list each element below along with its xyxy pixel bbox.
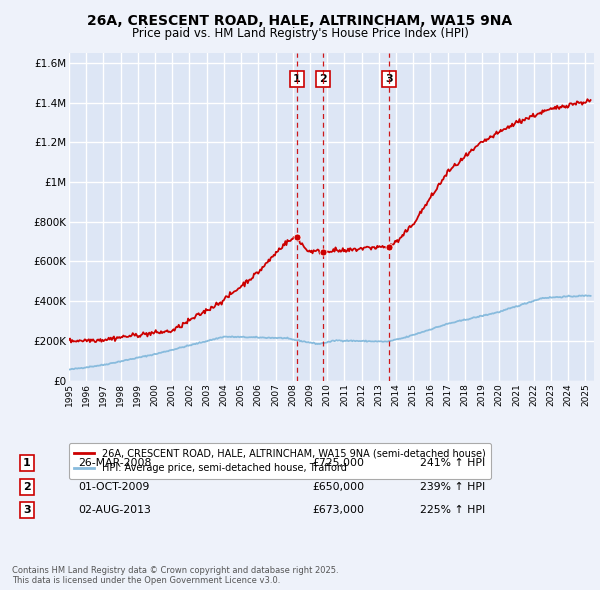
Legend: 26A, CRESCENT ROAD, HALE, ALTRINCHAM, WA15 9NA (semi-detached house), HPI: Avera: 26A, CRESCENT ROAD, HALE, ALTRINCHAM, WA… — [68, 442, 491, 479]
Text: 02-AUG-2013: 02-AUG-2013 — [78, 506, 151, 515]
Text: 241% ↑ HPI: 241% ↑ HPI — [420, 458, 485, 468]
Text: 1: 1 — [23, 458, 31, 468]
Text: 3: 3 — [385, 74, 392, 84]
Text: 239% ↑ HPI: 239% ↑ HPI — [420, 482, 485, 491]
Text: Contains HM Land Registry data © Crown copyright and database right 2025.
This d: Contains HM Land Registry data © Crown c… — [12, 566, 338, 585]
Text: £725,000: £725,000 — [312, 458, 364, 468]
Text: 2: 2 — [319, 74, 327, 84]
Text: 2: 2 — [23, 482, 31, 491]
Text: Price paid vs. HM Land Registry's House Price Index (HPI): Price paid vs. HM Land Registry's House … — [131, 27, 469, 40]
Text: £650,000: £650,000 — [312, 482, 364, 491]
Text: 26-MAR-2008: 26-MAR-2008 — [78, 458, 151, 468]
Text: 3: 3 — [23, 506, 31, 515]
Text: £673,000: £673,000 — [312, 506, 364, 515]
Text: 1: 1 — [293, 74, 301, 84]
Text: 225% ↑ HPI: 225% ↑ HPI — [420, 506, 485, 515]
Text: 26A, CRESCENT ROAD, HALE, ALTRINCHAM, WA15 9NA: 26A, CRESCENT ROAD, HALE, ALTRINCHAM, WA… — [88, 14, 512, 28]
Text: 01-OCT-2009: 01-OCT-2009 — [78, 482, 149, 491]
